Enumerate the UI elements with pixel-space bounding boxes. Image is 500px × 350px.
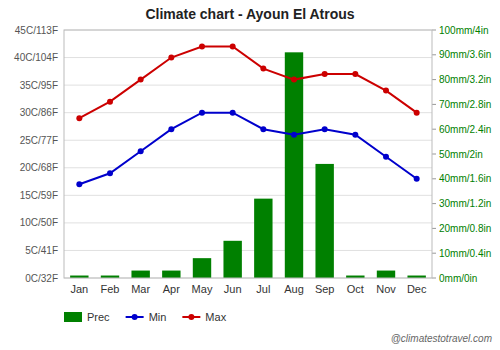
y-tick-label: 30C/86F bbox=[20, 107, 58, 118]
bar bbox=[162, 271, 180, 278]
x-tick-label: Sep bbox=[315, 283, 335, 295]
plot-frame bbox=[64, 30, 432, 278]
bar bbox=[315, 164, 333, 278]
bar bbox=[193, 258, 211, 278]
marker bbox=[322, 71, 328, 77]
bar bbox=[254, 199, 272, 278]
marker bbox=[138, 148, 144, 154]
x-tick-label: Jul bbox=[256, 283, 270, 295]
line bbox=[79, 113, 416, 185]
chart: Climate chart - Ayoun El Atrous 0C/32F 5C/… bbox=[0, 0, 500, 350]
marker bbox=[260, 126, 266, 132]
y2-tick-label: 20mm/0.8in bbox=[439, 223, 491, 234]
marker bbox=[230, 110, 236, 116]
y2-tick bbox=[432, 30, 436, 31]
x-tick-label: Nov bbox=[376, 283, 396, 295]
y2-tick bbox=[432, 79, 436, 80]
y2-tick-label: 50mm/2in bbox=[439, 149, 483, 160]
y-tick-label: 20C/68F bbox=[20, 162, 58, 173]
marker bbox=[199, 44, 205, 50]
x-tick-label: Dec bbox=[407, 283, 427, 295]
marker bbox=[76, 115, 82, 121]
y-tick-label: 35C/95F bbox=[20, 80, 58, 91]
marker bbox=[230, 44, 236, 50]
x-tick-label: Mar bbox=[131, 283, 150, 295]
y-tick-label: 25C/77F bbox=[20, 135, 58, 146]
y-tick-label: 40C/104F bbox=[14, 52, 58, 63]
y-tick-label: 45C/113F bbox=[15, 25, 58, 36]
y2-tick bbox=[432, 54, 436, 55]
marker bbox=[291, 77, 297, 83]
marker bbox=[76, 181, 82, 187]
y2-tick-label: 60mm/2.4in bbox=[439, 124, 491, 135]
y2-tick-label: 90mm/3.6in bbox=[439, 49, 491, 60]
legend-swatch bbox=[64, 312, 82, 322]
grid bbox=[64, 30, 432, 278]
y-tick-label: 10C/50F bbox=[20, 217, 58, 228]
marker bbox=[107, 99, 113, 105]
marker bbox=[414, 110, 420, 116]
marker bbox=[352, 71, 358, 77]
x-tick-label: Feb bbox=[101, 283, 120, 295]
legend-label: Min bbox=[149, 311, 167, 323]
legend: Prec Min Max bbox=[64, 311, 227, 323]
title: Climate chart - Ayoun El Atrous bbox=[145, 6, 354, 22]
y2-tick-label: 10mm/0.4in bbox=[439, 248, 491, 259]
legend-label: Prec bbox=[87, 311, 110, 323]
marker bbox=[414, 176, 420, 182]
y2-tick-label: 0mm/0in bbox=[439, 273, 477, 284]
legend-marker bbox=[188, 314, 194, 320]
bar bbox=[131, 271, 149, 278]
y2-tick-label: 100mm/4in bbox=[439, 25, 488, 36]
marker bbox=[168, 126, 174, 132]
marker bbox=[138, 77, 144, 83]
grid-line bbox=[64, 112, 432, 113]
marker bbox=[291, 132, 297, 138]
x-tick-label: Jun bbox=[224, 283, 242, 295]
grid-line bbox=[64, 140, 432, 141]
y2-tick bbox=[432, 104, 436, 105]
x-tick-label: Apr bbox=[163, 283, 180, 295]
y2-tick bbox=[432, 129, 436, 130]
y2-tick-label: 70mm/2.8in bbox=[439, 99, 491, 110]
x-tick-label: Oct bbox=[347, 283, 364, 295]
y2-tick-label: 30mm/1.2in bbox=[439, 198, 491, 209]
x-tick-label: Jan bbox=[70, 283, 88, 295]
plot-area bbox=[70, 44, 426, 278]
y-tick-label: 15C/59F bbox=[20, 190, 58, 201]
y2-tick bbox=[432, 228, 436, 229]
grid-line bbox=[64, 195, 432, 196]
y2-tick bbox=[432, 178, 436, 179]
marker bbox=[352, 132, 358, 138]
bar bbox=[285, 52, 303, 278]
line bbox=[79, 47, 416, 119]
marker bbox=[199, 110, 205, 116]
annotation: @climatestotravel.com bbox=[391, 333, 492, 344]
y2-tick bbox=[432, 154, 436, 155]
marker bbox=[322, 126, 328, 132]
y2-tick bbox=[432, 203, 436, 204]
y-tick-label: 0C/32F bbox=[25, 273, 58, 284]
y2-tick bbox=[432, 253, 436, 254]
y2-tick-label: 40mm/1.6in bbox=[439, 173, 491, 184]
marker bbox=[260, 66, 266, 72]
grid-line bbox=[64, 250, 432, 251]
marker bbox=[383, 88, 389, 94]
bar bbox=[223, 241, 241, 278]
y2-tick bbox=[432, 278, 436, 279]
bar bbox=[377, 271, 395, 278]
marker bbox=[107, 170, 113, 176]
y-tick-label: 5C/41F bbox=[25, 245, 58, 256]
x-tick-label: May bbox=[192, 283, 213, 295]
marker bbox=[383, 154, 389, 160]
grid-line bbox=[64, 222, 432, 223]
x-tick-label: Aug bbox=[284, 283, 304, 295]
y2-tick-label: 80mm/3.2in bbox=[439, 74, 491, 85]
marker bbox=[168, 55, 174, 61]
legend-marker bbox=[132, 314, 138, 320]
legend-label: Max bbox=[205, 311, 226, 323]
